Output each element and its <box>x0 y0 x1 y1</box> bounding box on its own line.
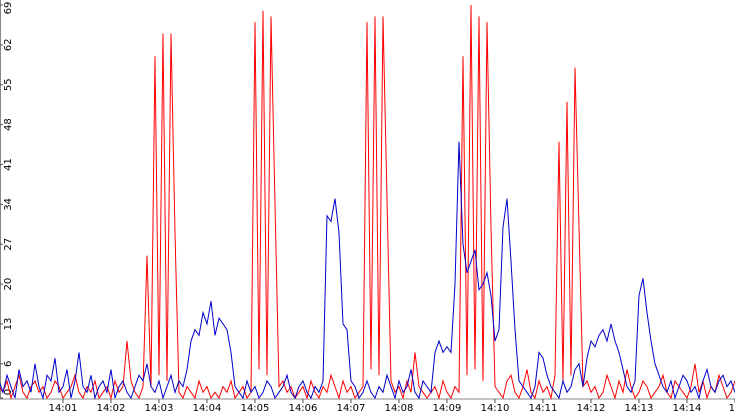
x-tick-label: 14:13 <box>625 403 654 414</box>
x-tick-label: 14:12 <box>577 403 606 414</box>
y-tick-label: 13 <box>3 318 14 331</box>
x-tick-label: 14:11 <box>529 403 558 414</box>
x-tick-label: 14:01 <box>49 403 78 414</box>
y-tick-label: 41 <box>3 158 14 171</box>
y-tick-label: 6 <box>3 361 14 367</box>
y-tick-label: 27 <box>3 238 14 251</box>
series-line <box>0 4 735 400</box>
y-tick-label: 69 <box>3 2 14 15</box>
y-tick-label: 0 <box>3 389 14 395</box>
x-tick-label: 14:04 <box>193 403 222 414</box>
y-tick-label: 48 <box>3 118 14 131</box>
x-tick-label: 14:05 <box>241 403 270 414</box>
x-tick-label: 14:03 <box>145 403 174 414</box>
series-line <box>0 141 735 400</box>
x-tick-label: 14:02 <box>97 403 126 414</box>
y-tick-label: 20 <box>3 278 14 291</box>
x-tick-label: 14:10 <box>481 403 510 414</box>
x-tick-label: 14:06 <box>289 403 318 414</box>
y-tick-label: 55 <box>3 78 14 91</box>
x-tick-label: 14:08 <box>385 403 414 414</box>
x-tick-label: 14 <box>729 403 735 414</box>
y-tick-label: 34 <box>3 198 14 211</box>
x-tick-label: 14:09 <box>433 403 462 414</box>
x-tick-label: 14:14 <box>673 403 702 414</box>
x-tick-label: 14:07 <box>337 403 366 414</box>
y-tick-label: 62 <box>3 39 14 52</box>
